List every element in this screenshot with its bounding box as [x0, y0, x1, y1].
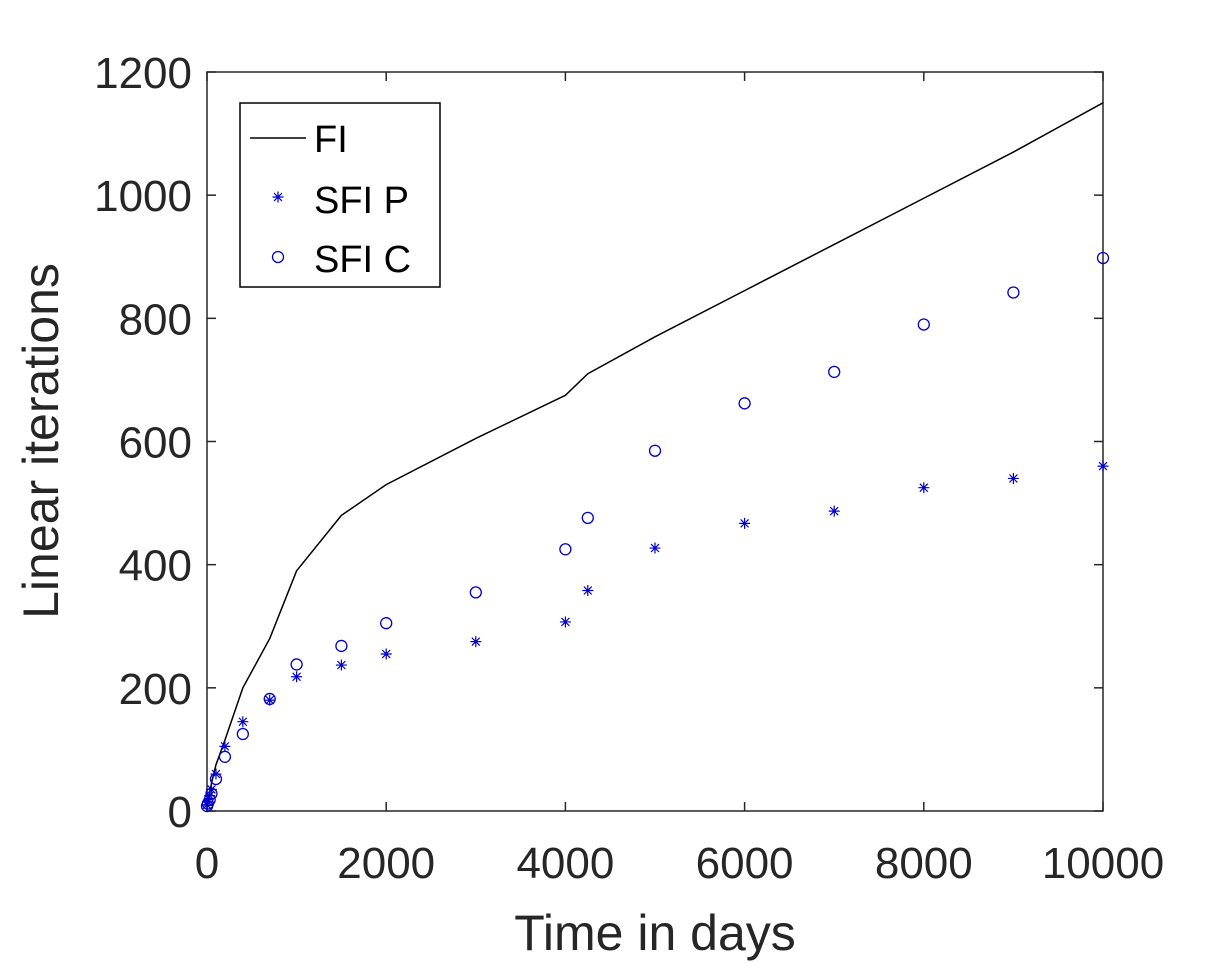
x-tick-label: 2000: [337, 839, 435, 888]
data-point-sfi-p: [335, 659, 347, 671]
data-point-sfi-c: [917, 318, 930, 331]
data-point-sfi-c: [203, 793, 216, 807]
data-point-sfi-p: [828, 505, 840, 517]
data-point-sfi-p: [559, 616, 571, 628]
data-point-sfi-p: [1007, 472, 1019, 484]
data-point-sfi-p: [380, 648, 392, 660]
x-tick-label: 10000: [1042, 839, 1164, 888]
y-tick-labels: 0 200 400 600 800 1000 1200: [94, 49, 192, 837]
data-point-sfi-c: [380, 617, 393, 630]
data-point-sfi-p: [470, 636, 482, 648]
x-tick-labels: 0 2000 4000 6000 8000 10000: [195, 839, 1164, 888]
data-point-sfi-p: [204, 790, 216, 802]
data-point-sfi-p: [237, 716, 249, 728]
series-fi: [206, 102, 1104, 807]
data-point-sfi-c: [1096, 251, 1110, 265]
data-point-sfi-c: [290, 658, 303, 671]
y-tick-label: 800: [119, 295, 192, 344]
series-line-fi: [206, 102, 1104, 807]
y-tick-label: 1000: [94, 172, 192, 221]
data-point-sfi-p: [264, 694, 276, 706]
data-point-sfi-c: [335, 639, 348, 653]
legend: FI SFI P SFI C: [239, 102, 441, 288]
legend-label-fi: FI: [314, 119, 348, 161]
data-point-sfi-c: [469, 586, 482, 599]
x-tick-label: 6000: [696, 839, 794, 888]
x-tick-label: 0: [195, 839, 219, 888]
data-point-sfi-c: [218, 750, 232, 763]
legend-label-sfi-p: SFI P: [314, 180, 409, 222]
data-point-sfi-p: [918, 482, 930, 494]
x-axis-title: Time in days: [514, 905, 796, 961]
legend-swatch-sfi-p: [272, 191, 284, 203]
data-point-sfi-c: [205, 787, 218, 800]
data-point-sfi-p: [739, 517, 751, 529]
series-sfi-c: [200, 251, 1110, 813]
x-tick-label: 4000: [516, 839, 614, 888]
data-point-sfi-c: [1007, 286, 1020, 299]
data-point-sfi-c: [648, 444, 662, 457]
data-point-sfi-p: [1097, 460, 1109, 472]
legend-box: [239, 102, 441, 288]
data-point-sfi-p: [649, 542, 661, 554]
data-point-sfi-p: [582, 585, 594, 597]
data-point-sfi-p: [219, 740, 231, 752]
data-point-sfi-c: [738, 397, 751, 410]
data-point-sfi-p: [202, 796, 214, 808]
y-tick-label: 200: [119, 665, 192, 714]
data-point-sfi-c: [209, 772, 223, 786]
legend-star-marker: [272, 191, 284, 203]
data-point-sfi-c: [828, 365, 841, 379]
data-point-sfi-p: [291, 671, 303, 683]
y-tick-label: 1200: [94, 49, 192, 98]
data-point-sfi-c: [263, 692, 276, 706]
legend-swatch-sfi-c: [271, 250, 285, 264]
series-layer: [200, 102, 1110, 813]
legend-label-sfi-c: SFI C: [314, 239, 411, 281]
x-tick-label: 8000: [875, 839, 973, 888]
y-tick-label: 400: [119, 542, 192, 591]
data-point-sfi-c: [581, 511, 594, 525]
data-point-sfi-p: [205, 783, 217, 795]
y-tick-label: 0: [168, 788, 192, 837]
y-tick-label: 600: [119, 419, 192, 468]
data-point-sfi-c: [236, 727, 249, 741]
y-axis-title: Linear iterations: [13, 263, 69, 619]
data-point-sfi-c: [559, 543, 572, 556]
